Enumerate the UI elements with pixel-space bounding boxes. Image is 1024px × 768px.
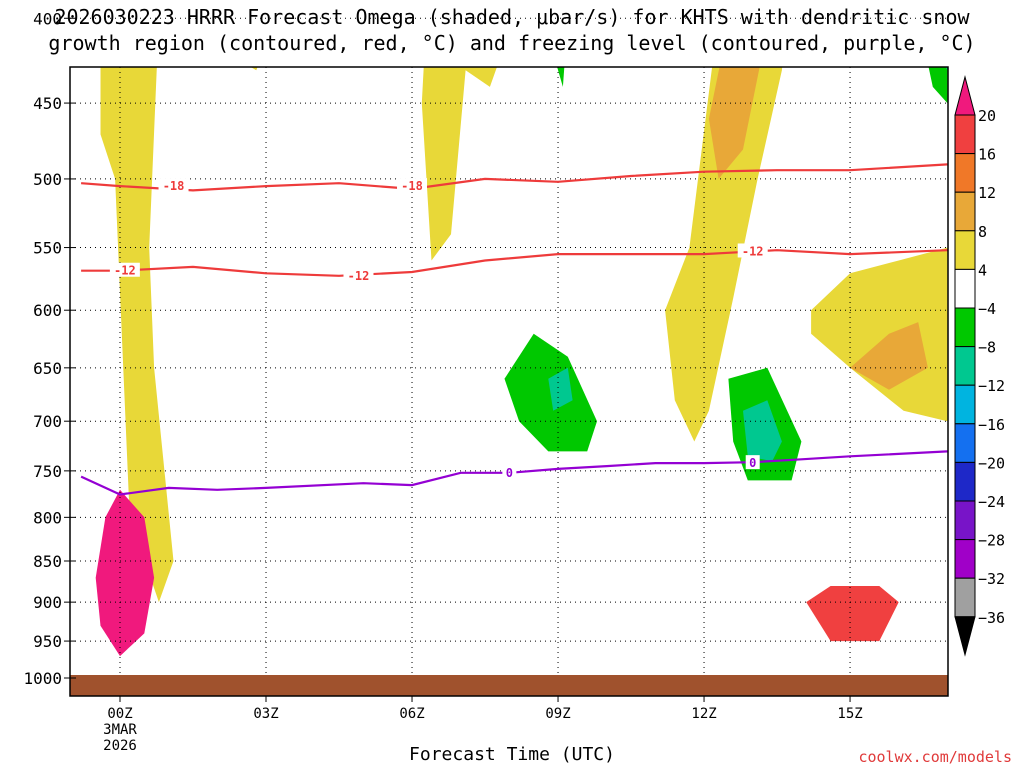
contour-label: 0 xyxy=(506,466,513,480)
y-tick-label: 650 xyxy=(33,359,62,378)
contour-label: -12 xyxy=(114,264,136,278)
contour-label: -18 xyxy=(401,179,423,193)
credit-link[interactable]: coolwx.com/models xyxy=(858,748,1012,766)
colorbar-segment xyxy=(954,577,976,618)
y-tick-label: 1000 xyxy=(23,669,62,688)
colorbar-segment xyxy=(954,500,976,541)
y-axis: 2503003504004505005506006507007508008509… xyxy=(23,9,76,688)
x-tick-label: 03Z xyxy=(253,706,278,722)
x-tick-label: 09Z xyxy=(545,706,570,722)
colorbar-segment xyxy=(954,230,976,270)
y-tick-label: 700 xyxy=(33,412,62,431)
plot-frame xyxy=(69,66,949,697)
shade-red-1415z-low xyxy=(806,586,899,642)
colorbar-label: 16 xyxy=(978,146,996,164)
contour-label-bg-0 xyxy=(158,178,189,193)
colorbar-label: 12 xyxy=(978,184,996,202)
shade-yellow-16z xyxy=(811,247,948,422)
shade-orange-03z xyxy=(237,0,281,18)
x-tick-label: 15Z xyxy=(837,706,862,722)
colorbar-segment xyxy=(954,384,976,425)
contour-label: 0 xyxy=(749,456,756,470)
x-tick-label: 00Z xyxy=(107,706,132,722)
colorbar-segment xyxy=(954,153,976,193)
y-tick-label: 800 xyxy=(33,508,62,527)
colorbar-label: −32 xyxy=(978,570,1005,588)
x-tick-sublabel-year: 2026 xyxy=(103,738,137,754)
y-tick-label: 600 xyxy=(33,301,62,320)
shade-orange-16z xyxy=(850,322,928,390)
y-tick-label: 550 xyxy=(33,239,62,258)
colorbar-segment xyxy=(954,423,976,463)
colorbar-segment xyxy=(954,346,976,386)
colorbar-segment xyxy=(954,191,976,232)
contour-label-bg-3 xyxy=(343,267,374,282)
colorbar-segment xyxy=(954,307,976,348)
y-tick-label: 950 xyxy=(33,632,62,651)
x-tick-sublabel-date: 3MAR xyxy=(103,722,137,738)
contour-label: -18 xyxy=(163,179,185,193)
omega-shading xyxy=(95,0,948,657)
shade-green-09z xyxy=(557,67,565,87)
x-axis-title: Forecast Time (UTC) xyxy=(409,744,615,765)
colorbar: 20 16 12 8 4 −4 −8 −12 −16 −20 −24 −28 −32 −36 xyxy=(954,75,1005,657)
colorbar-segment xyxy=(954,461,976,502)
contour-label: -12 xyxy=(742,244,764,258)
colorbar-label: −28 xyxy=(978,532,1005,550)
contour-minus12 xyxy=(81,249,948,277)
shade-teal-0830z-low xyxy=(548,367,573,411)
shade-green-17z xyxy=(928,67,948,104)
colorbar-label: −20 xyxy=(978,454,1005,472)
shade-orange-06z-col xyxy=(470,0,504,45)
contour-minus18 xyxy=(81,163,948,192)
x-tick-label: 06Z xyxy=(399,706,424,722)
shade-teal-17z xyxy=(945,67,948,71)
colorbar-label: 8 xyxy=(978,223,987,241)
chart-title-line1: 2026030223 HRRR Forecast Omega (shaded, … xyxy=(54,5,970,29)
colorbar-segment xyxy=(954,114,976,155)
colorbar-label: 4 xyxy=(978,261,987,279)
contour-label-bg-6 xyxy=(745,455,760,470)
colorbar-label: −36 xyxy=(978,609,1005,627)
colorbar-segment xyxy=(954,268,976,309)
y-tick-label: 750 xyxy=(33,462,62,481)
colorbar-label: −16 xyxy=(978,416,1005,434)
colorbar-segment xyxy=(954,539,976,579)
colorbar-top-arrow xyxy=(954,75,976,116)
contour-label-bg-1 xyxy=(397,178,428,193)
y-tick-label: 900 xyxy=(33,593,62,612)
shade-yellow-1015z xyxy=(665,67,783,442)
shade-pink-0z-low xyxy=(95,489,155,657)
shade-orange-1015z xyxy=(708,67,760,179)
contour-label-bg-2 xyxy=(109,262,140,277)
chart-title-line2: growth region (contoured, red, °C) and f… xyxy=(48,31,976,55)
contour-label: -12 xyxy=(348,269,370,283)
colorbar-label: 20 xyxy=(978,107,996,125)
shade-big-yellow-0z xyxy=(100,67,174,603)
y-tick-label: 850 xyxy=(33,552,62,571)
y-tick-label: 450 xyxy=(33,94,62,113)
colorbar-bottom-arrow xyxy=(954,616,976,657)
y-tick-label: 400 xyxy=(33,9,62,28)
y-tick-label: 500 xyxy=(33,170,62,189)
shade-yellow-03z-tall xyxy=(250,67,258,71)
contour-labels: -18 -18 -12 -12 -12 0 0 xyxy=(109,178,768,480)
colorbar-label: −4 xyxy=(978,300,996,318)
shade-teal-13z-low xyxy=(743,400,782,462)
shade-yellow-06z-col xyxy=(421,67,497,261)
colorbar-label: −8 xyxy=(978,339,996,357)
contour-label-bg-4 xyxy=(737,243,768,258)
x-tick-label: 12Z xyxy=(691,706,716,722)
colorbar-label: −12 xyxy=(978,377,1005,395)
contour-label-bg-5 xyxy=(502,464,517,479)
colorbar-label: −24 xyxy=(978,493,1005,511)
ground-terrain xyxy=(70,675,948,696)
